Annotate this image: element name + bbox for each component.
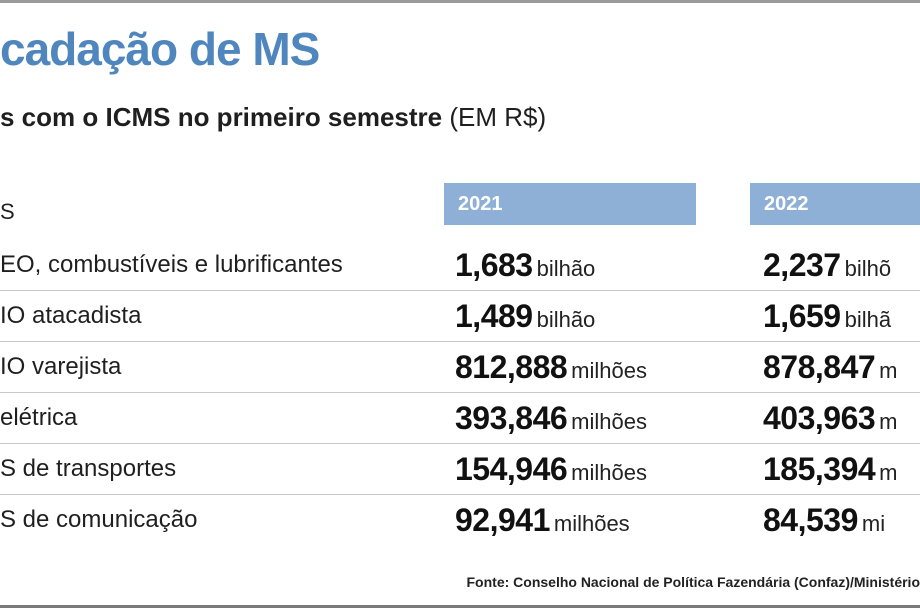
value-number: 393,846 (455, 400, 568, 436)
row-label: EO, combustíveis e lubrificantes (0, 251, 343, 278)
table-row: EO, combustíveis e lubrificantes 1,683 bi… (0, 240, 920, 291)
value-unit: bilhõ (844, 256, 892, 281)
value-unit: milhões (571, 358, 647, 383)
value-2021: 1,489 bilhão (455, 291, 595, 341)
value-2021: 92,941 milhões (455, 495, 630, 545)
source-note: Fonte: Conselho Nacional de Política Faz… (466, 574, 920, 590)
value-number: 84,539 (763, 502, 858, 538)
value-unit: m (879, 409, 898, 434)
first-column-header: S (0, 199, 15, 224)
value-number: 154,946 (455, 451, 568, 487)
value-2022: 403,963 m (763, 393, 898, 443)
table-row: S de transportes 154,946 milhões 185,394 m (0, 444, 920, 495)
value-2021: 1,683 bilhão (455, 240, 595, 290)
value-2022: 878,847 m (763, 342, 898, 392)
top-rule (0, 0, 920, 3)
value-number: 1,659 (763, 298, 841, 334)
value-2021: 154,946 milhões (455, 444, 647, 494)
value-number: 403,963 (763, 400, 876, 436)
value-unit: m (879, 358, 898, 383)
value-unit: m (879, 460, 898, 485)
value-unit: bilhão (536, 256, 596, 281)
row-label: IO varejista (0, 353, 122, 380)
column-header-2021: 2021 (444, 183, 696, 225)
value-number: 185,394 (763, 451, 876, 487)
subtitle-main: s com o ICMS no primeiro semestre (0, 102, 443, 132)
row-label: IO atacadista (0, 302, 142, 329)
value-2022: 185,394 m (763, 444, 898, 494)
value-number: 2,237 (763, 247, 841, 283)
value-unit: milhões (571, 409, 647, 434)
value-number: 878,847 (763, 349, 876, 385)
value-number: 1,489 (455, 298, 533, 334)
table-row: IO varejista 812,888 milhões 878,847 m (0, 342, 920, 393)
value-2022: 84,539 mi (763, 495, 885, 545)
row-label: S de comunicação (0, 506, 198, 533)
value-unit: milhões (571, 460, 647, 485)
value-unit: bilhã (844, 307, 892, 332)
value-2022: 2,237 bilhõ (763, 240, 891, 290)
value-unit: bilhão (536, 307, 596, 332)
table-row: IO atacadista 1,489 bilhão 1,659 bilhã (0, 291, 920, 342)
value-unit: mi (861, 511, 886, 536)
value-number: 1,683 (455, 247, 533, 283)
infographic-subtitle: s com o ICMS no primeiro semestre (EM R$… (0, 99, 546, 135)
infographic-title: cadação de MS (0, 23, 320, 75)
value-2022: 1,659 bilhã (763, 291, 891, 341)
value-number: 812,888 (455, 349, 568, 385)
bottom-rule (0, 605, 920, 608)
value-number: 92,941 (455, 502, 550, 538)
value-2021: 812,888 milhões (455, 342, 647, 392)
row-label: elétrica (0, 404, 78, 431)
value-unit: milhões (553, 511, 630, 536)
table-row: elétrica 393,846 milhões 403,963 m (0, 393, 920, 444)
value-2021: 393,846 milhões (455, 393, 647, 443)
column-header-2022: 2022 (750, 183, 920, 225)
table-row: S de comunicação 92,941 milhões 84,539 mi (0, 495, 920, 546)
row-label: S de transportes (0, 455, 177, 482)
subtitle-unit: (EM R$) (442, 102, 547, 132)
